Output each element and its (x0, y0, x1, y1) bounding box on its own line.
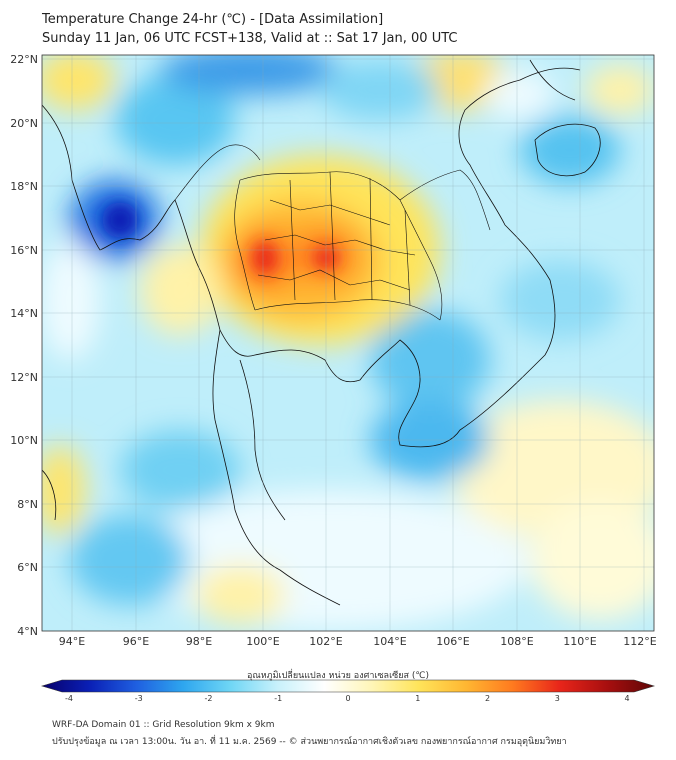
colorbar-tick-label: -1 (274, 694, 282, 703)
lat-label: 18°N (10, 180, 38, 193)
colorbar-scale (40, 679, 656, 693)
lat-label: 4°N (17, 625, 38, 638)
map-title: Temperature Change 24-hr (℃) - [Data Ass… (42, 12, 384, 27)
lon-label: 108°E (500, 635, 533, 648)
lon-label: 110°E (563, 635, 596, 648)
province-borders (174, 144, 491, 321)
lat-label: 22°N (10, 53, 38, 66)
plot-frame (41, 54, 655, 632)
colorbar-title: อุณหภูมิเปลี่ยนแปลง หน่วย องศาเซลเซียส (… (246, 671, 430, 681)
lat-label: 14°N (10, 307, 38, 320)
colorbar-tick-label: 1 (415, 694, 420, 703)
lat-label: 8°N (17, 498, 38, 511)
lon-label: 98°E (186, 635, 212, 648)
footer-model-info: WRF-DA Domain 01 :: Grid Resolution 9km … (52, 720, 275, 730)
lon-label: 96°E (123, 635, 149, 648)
colorbar: -4 -3 -2 -1 0 1 2 3 4 (40, 679, 656, 703)
field-hotspots (102, 202, 338, 274)
colorbar-tick-label: -3 (135, 694, 143, 703)
colorbar-tick-label: 3 (555, 694, 560, 703)
lat-label: 12°N (10, 371, 38, 384)
footer-credits: ปรับปรุงข้อมูล ณ เวลา 13:00น. วัน อา. ที… (52, 737, 567, 747)
colorbar-tick-label: -2 (205, 694, 213, 703)
lon-label: 104°E (373, 635, 406, 648)
lon-label: 100°E (246, 635, 279, 648)
field-blobs (42, 55, 654, 630)
temperature-field (42, 55, 654, 631)
map-subtitle: Sunday 11 Jan, 06 UTC FCST+138, Valid at… (42, 31, 458, 46)
coastlines (42, 59, 601, 606)
latitude-labels: 22°N 20°N 18°N 16°N 14°N 12°N 10°N 8°N 6… (10, 53, 38, 638)
lon-label: 94°E (59, 635, 85, 648)
lat-label: 10°N (10, 434, 38, 447)
colorbar-ticks: -4 -3 -2 -1 0 1 2 3 4 (65, 694, 630, 703)
colorbar-tick-label: 4 (624, 694, 629, 703)
colorbar-tick-label: -4 (65, 694, 73, 703)
graticule (42, 55, 654, 631)
colorbar-tick-label: 2 (485, 694, 490, 703)
lon-label: 106°E (436, 635, 469, 648)
lon-label: 112°E (623, 635, 656, 648)
lat-label: 16°N (10, 244, 38, 257)
lat-label: 6°N (17, 561, 38, 574)
longitude-labels: 94°E 96°E 98°E 100°E 102°E 104°E 106°E 1… (59, 635, 657, 648)
lat-label: 20°N (10, 117, 38, 130)
lon-label: 102°E (309, 635, 342, 648)
colorbar-tick-label: 0 (345, 694, 350, 703)
